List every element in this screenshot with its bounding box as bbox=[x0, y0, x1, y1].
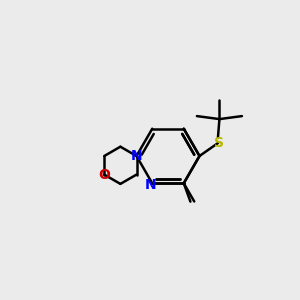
Text: N: N bbox=[131, 149, 142, 163]
Text: S: S bbox=[214, 136, 224, 150]
Text: O: O bbox=[98, 168, 110, 182]
Text: N: N bbox=[145, 178, 157, 192]
